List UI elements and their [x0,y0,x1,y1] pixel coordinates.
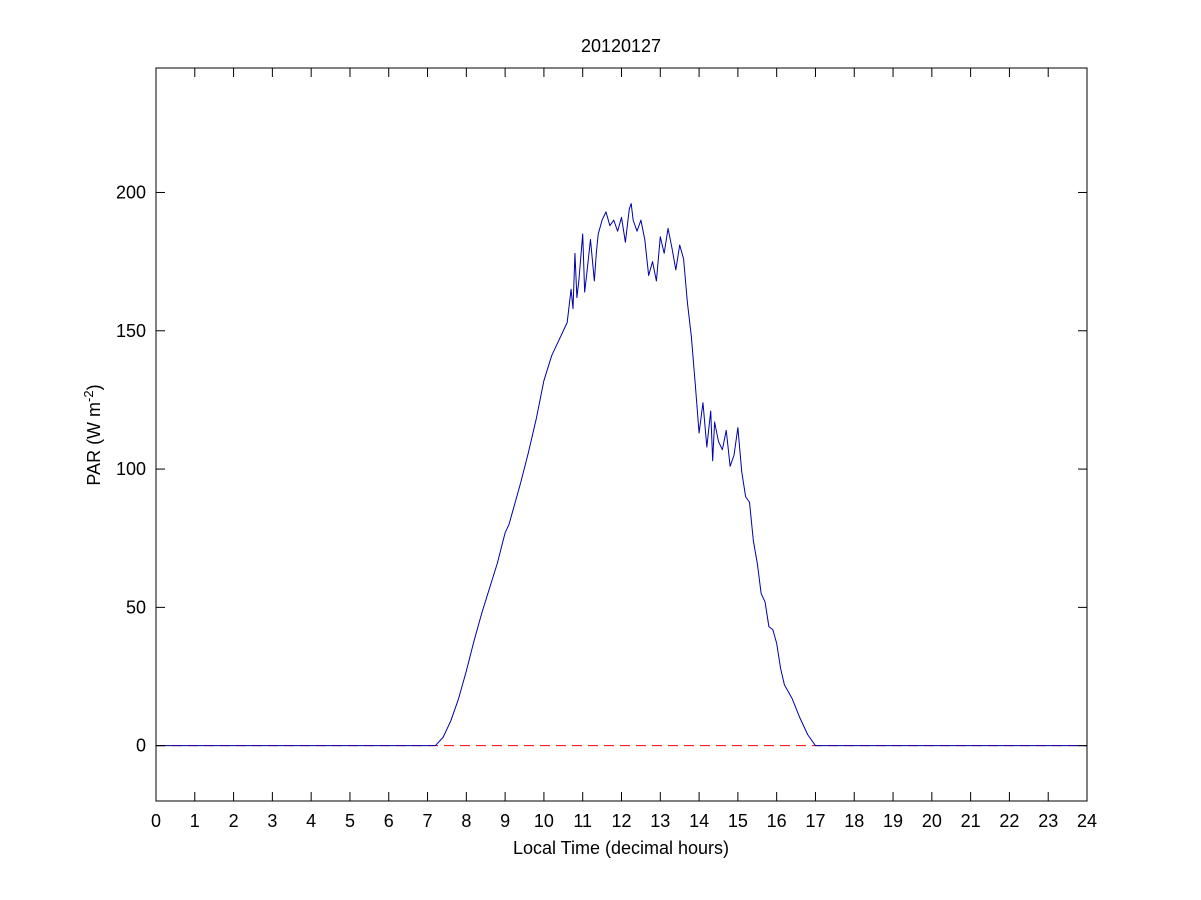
x-axis-ticks: 0 1 2 3 4 5 6 7 8 9 10 11 12 13 14 15 16 17 18 19 20 21 22 23 24 [151,68,1097,831]
y-tick-label: 200 [116,182,146,202]
x-tick-label: 2 [229,811,239,831]
y-tick-label: 150 [116,321,146,341]
x-tick-label: 17 [805,811,825,831]
y-axis-label-text: PAR (W m [84,402,104,486]
x-tick-label: 11 [573,811,592,831]
x-tick-label: 21 [961,811,981,831]
y-axis-label-suffix: ) [84,384,104,390]
x-tick-label: 19 [883,811,903,831]
x-axis-label: Local Time (decimal hours) [513,838,729,858]
x-tick-label: 15 [728,811,748,831]
x-tick-label: 3 [267,811,277,831]
axes-box [155,67,1088,802]
chart-title: 20120127 [581,36,661,56]
x-tick-label: 14 [689,811,709,831]
x-tick-label: 23 [1038,811,1058,831]
x-tick-label: 16 [767,811,787,831]
y-tick-label: 0 [136,736,146,756]
x-tick-label: 7 [423,811,433,831]
x-tick-label: 5 [345,811,355,831]
x-tick-label: 0 [151,811,161,831]
x-tick-label: 18 [844,811,864,831]
y-axis-label-superscript: -2 [81,390,96,402]
x-tick-label: 6 [384,811,394,831]
y-axis-ticks: 0 50 100 150 200 [116,182,1087,756]
plot-area [156,203,1087,747]
x-tick-label: 10 [534,811,554,831]
series-line-0 [156,203,1087,747]
x-tick-label: 20 [922,811,942,831]
x-tick-label: 12 [611,811,631,831]
y-tick-label: 100 [116,459,146,479]
x-tick-label: 22 [999,811,1019,831]
y-tick-label: 50 [126,597,146,617]
x-tick-label: 1 [190,811,200,831]
x-tick-label: 24 [1077,811,1097,831]
x-tick-label: 13 [650,811,670,831]
x-tick-label: 4 [306,811,316,831]
y-axis-label: PAR (W m-2) [81,384,104,485]
x-tick-label: 9 [500,811,510,831]
x-tick-label: 8 [461,811,471,831]
